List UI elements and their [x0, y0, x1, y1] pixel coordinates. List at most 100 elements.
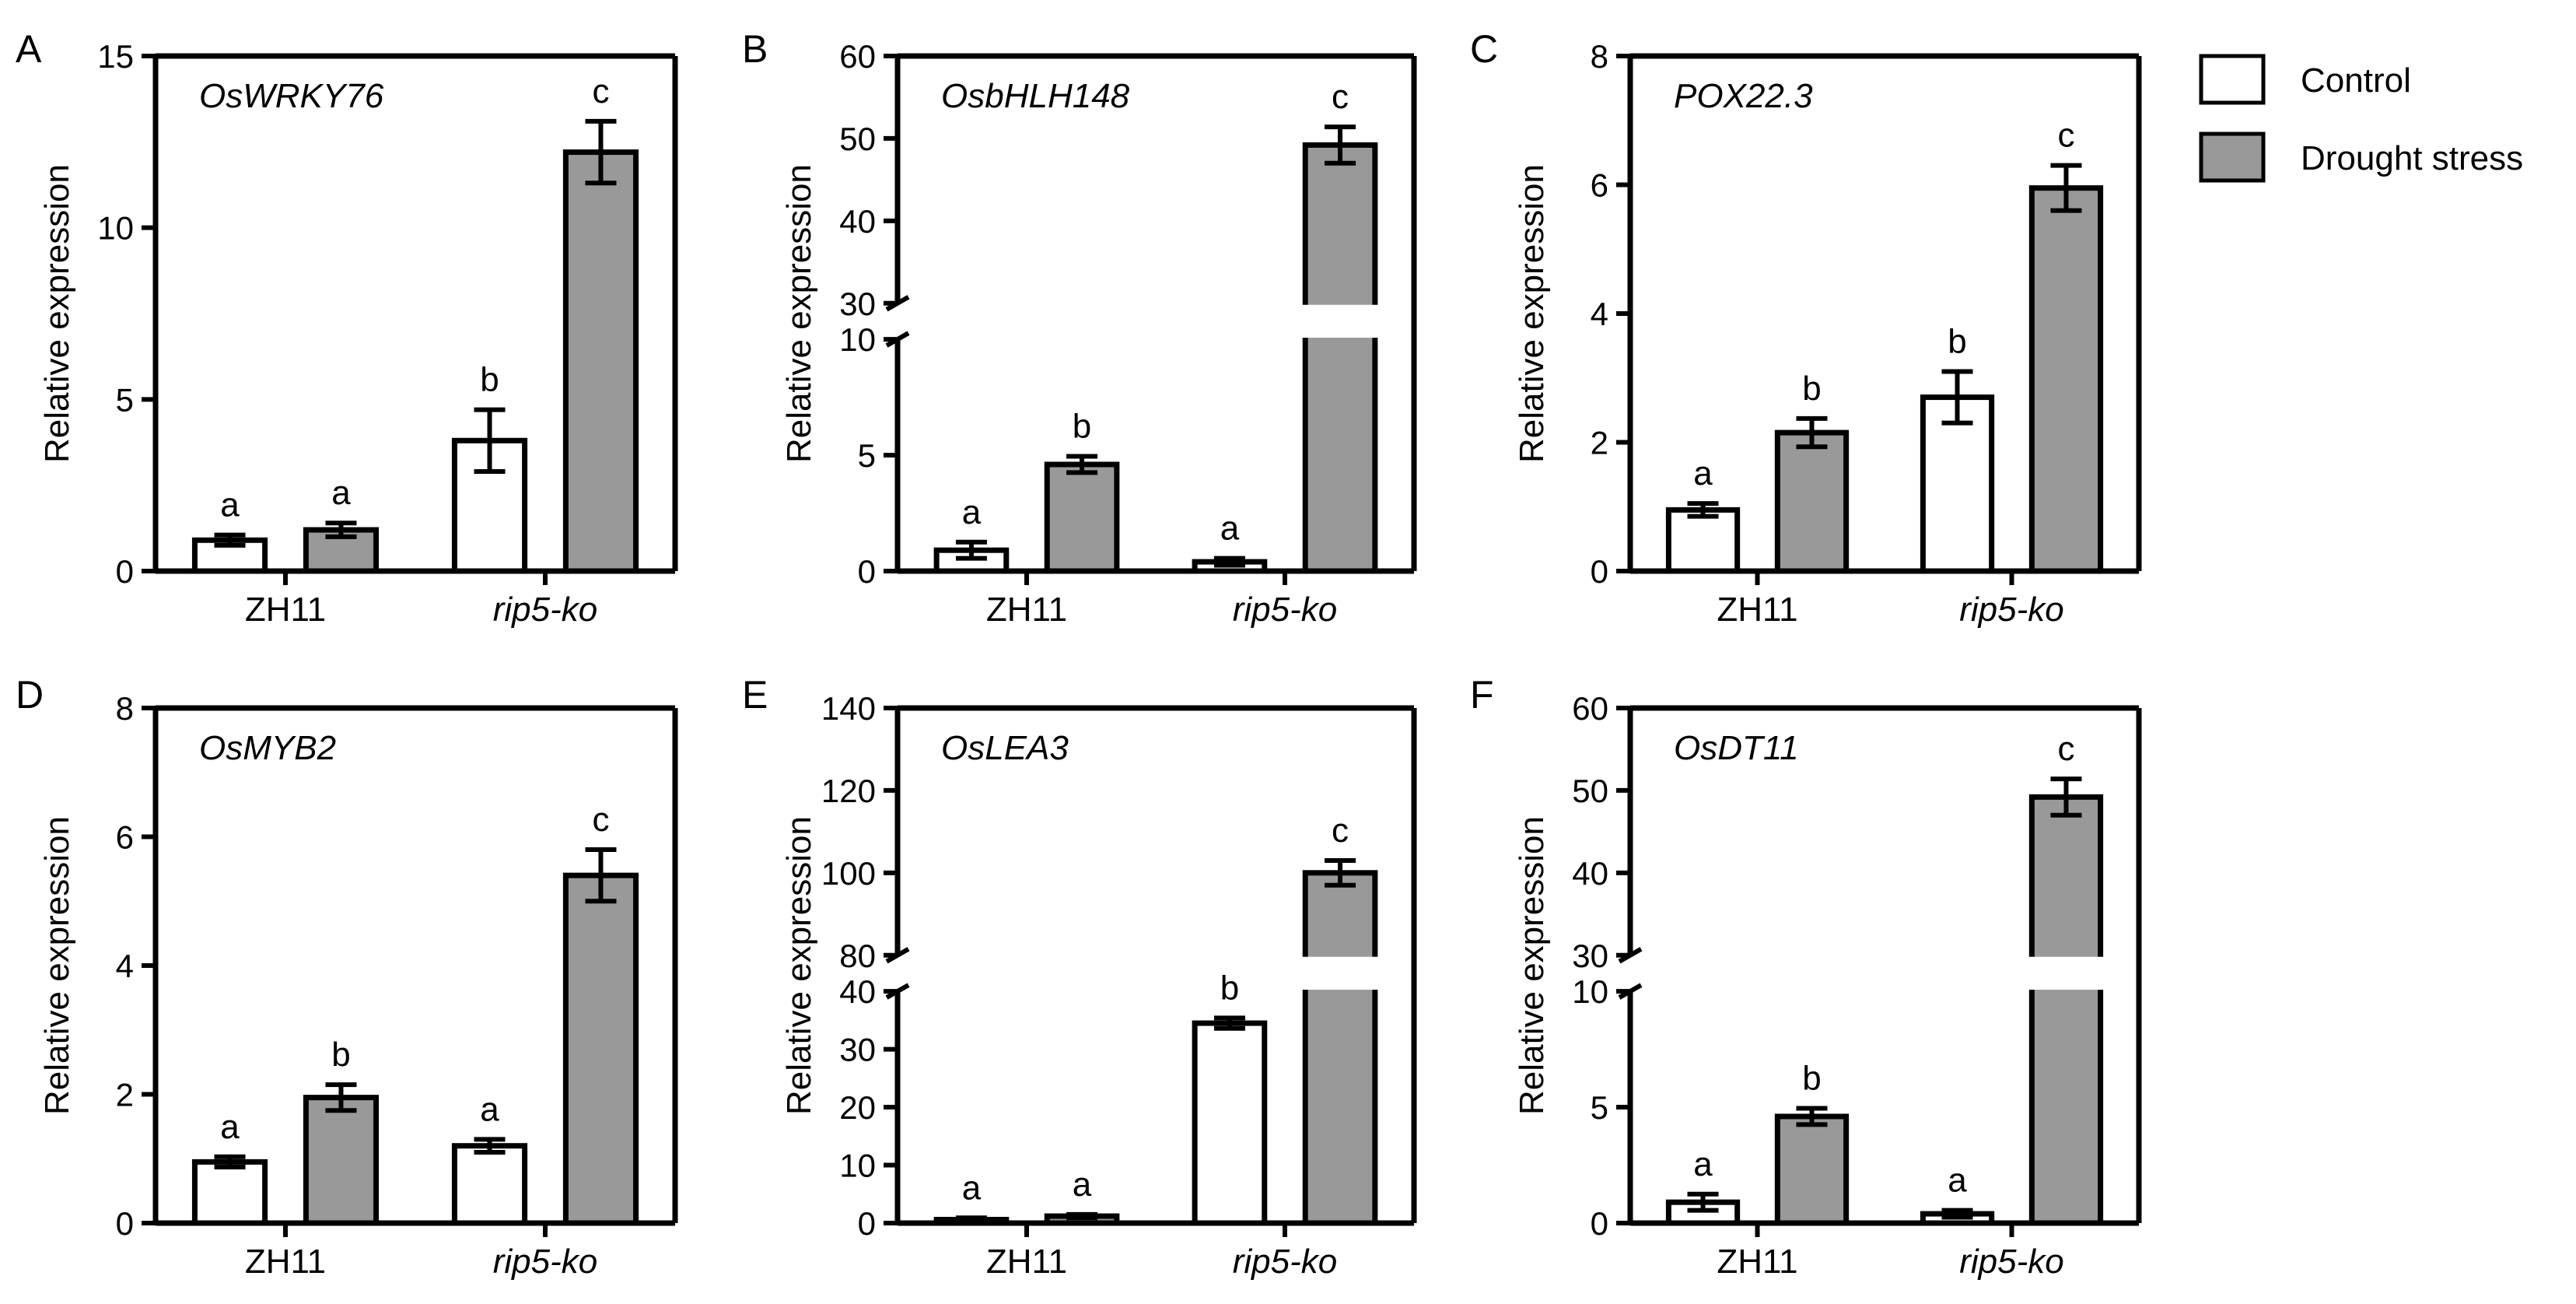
legend-swatch-control	[2199, 54, 2266, 105]
bar-drought	[1302, 142, 1378, 574]
significance-letter: b	[1073, 408, 1091, 446]
significance-letter: b	[1802, 370, 1821, 408]
legend-label-drought: Drought stress	[2301, 139, 2523, 177]
chart-panel-d: 0 2 4 6 8 Relative expression OsMYB2 D ZH11 a b rip…	[16, 673, 678, 1281]
x-category-label: rip5-ko	[1233, 1243, 1338, 1281]
bar-drought	[1302, 870, 1378, 1226]
y-tick-label: 0	[1591, 1205, 1608, 1242]
y-tick-label: 40	[839, 973, 876, 1010]
panel-gene-title: OsLEA3	[941, 729, 1069, 767]
y-axis-label: Relative expression	[1513, 164, 1551, 463]
significance-letter: a	[331, 474, 351, 512]
bar-control	[1192, 1020, 1268, 1226]
significance-letter: a	[1948, 1162, 1967, 1200]
significance-letter: b	[331, 1036, 350, 1074]
legend: Control Drought stress	[2199, 54, 2523, 183]
significance-letter: c	[2057, 730, 2074, 768]
bar-control	[191, 1159, 268, 1226]
y-tick-label: 10	[839, 1148, 876, 1184]
y-tick-label: 140	[821, 690, 876, 727]
significance-letter: a	[1073, 1166, 1092, 1204]
significance-letter: a	[1693, 454, 1713, 493]
y-tick-label: 30	[839, 286, 876, 322]
y-tick-label: 0	[116, 553, 134, 590]
y-tick-label: 6	[116, 819, 134, 856]
y-tick-label: 15	[97, 38, 134, 75]
y-tick-label: 5	[858, 437, 876, 474]
y-tick-label: 0	[116, 1205, 134, 1242]
y-tick-label: 10	[97, 210, 134, 247]
bar-drought	[1044, 461, 1120, 574]
bar-control	[451, 1143, 528, 1226]
bar-drought	[303, 1095, 380, 1226]
significance-letter: b	[480, 361, 499, 399]
y-tick-label: 40	[1572, 855, 1608, 892]
x-category-label: rip5-ko	[1233, 591, 1338, 629]
y-tick-label: 60	[1572, 690, 1608, 727]
y-axis-label: Relative expression	[780, 164, 818, 463]
bar-control	[1665, 507, 1741, 574]
y-tick-label: 120	[821, 773, 876, 809]
y-axis-label: Relative expression	[1513, 816, 1551, 1115]
bar-break-gap	[1300, 304, 1380, 338]
y-axis-label: Relative expression	[38, 816, 76, 1115]
panel-gene-title: OsMYB2	[199, 729, 336, 767]
y-axis-label: Relative expression	[38, 164, 76, 463]
significance-letter: c	[592, 72, 609, 110]
bar-drought	[2028, 185, 2104, 574]
panel-gene-title: OsWRKY76	[199, 77, 384, 115]
y-tick-label: 30	[1572, 938, 1608, 974]
panel-letter: C	[1470, 27, 1498, 71]
y-tick-label: 30	[839, 1032, 876, 1068]
bar-break-gap	[2027, 956, 2105, 990]
significance-letter: a	[962, 493, 982, 531]
x-category-label: ZH11	[1717, 591, 1797, 629]
panel-gene-title: OsDT11	[1674, 729, 1799, 767]
y-tick-label: 50	[839, 121, 876, 157]
bar-drought	[2028, 794, 2104, 1226]
y-tick-label: 40	[839, 203, 876, 240]
x-category-label: rip5-ko	[493, 591, 598, 629]
chart-panel-a: 0 5 10 15 Relative expression OsWRKY76 A ZH11 a a…	[16, 27, 678, 629]
significance-letter: a	[220, 1108, 240, 1146]
significance-letter: a	[1693, 1145, 1713, 1183]
y-tick-label: 0	[1591, 553, 1608, 590]
y-axis-label: Relative expression	[780, 816, 818, 1115]
y-tick-label: 0	[858, 553, 876, 590]
significance-letter: c	[1332, 78, 1349, 116]
significance-letter: b	[1948, 322, 1966, 360]
y-tick-label: 6	[1591, 167, 1608, 204]
legend-label-control: Control	[2301, 61, 2411, 100]
y-tick-label: 20	[839, 1089, 876, 1126]
x-category-label: ZH11	[1717, 1243, 1797, 1281]
significance-letter: a	[220, 486, 240, 524]
y-tick-label: 50	[1572, 773, 1608, 809]
significance-letter: c	[2057, 117, 2074, 155]
x-category-label: ZH11	[986, 1243, 1067, 1281]
x-category-label: rip5-ko	[1959, 591, 2064, 629]
x-category-label: rip5-ko	[493, 1243, 598, 1281]
y-tick-label: 80	[839, 938, 876, 974]
significance-letter: b	[1220, 969, 1239, 1007]
bar-break-gap	[1300, 956, 1380, 990]
panel-letter: D	[16, 673, 44, 717]
panel-gene-title: OsbHLH148	[941, 77, 1130, 115]
y-tick-label: 4	[1591, 296, 1608, 332]
y-tick-label: 2	[1591, 425, 1608, 461]
panel-letter: F	[1470, 673, 1494, 717]
bar-drought	[1774, 429, 1850, 574]
y-tick-label: 8	[116, 690, 134, 727]
x-category-label: ZH11	[245, 1243, 326, 1281]
y-tick-label: 0	[858, 1205, 876, 1242]
y-tick-label: 60	[839, 38, 876, 75]
significance-letter: a	[962, 1169, 982, 1207]
bar-drought	[562, 872, 639, 1226]
significance-letter: a	[1220, 510, 1240, 548]
significance-letter: a	[480, 1090, 499, 1128]
y-tick-label: 8	[1591, 38, 1608, 75]
